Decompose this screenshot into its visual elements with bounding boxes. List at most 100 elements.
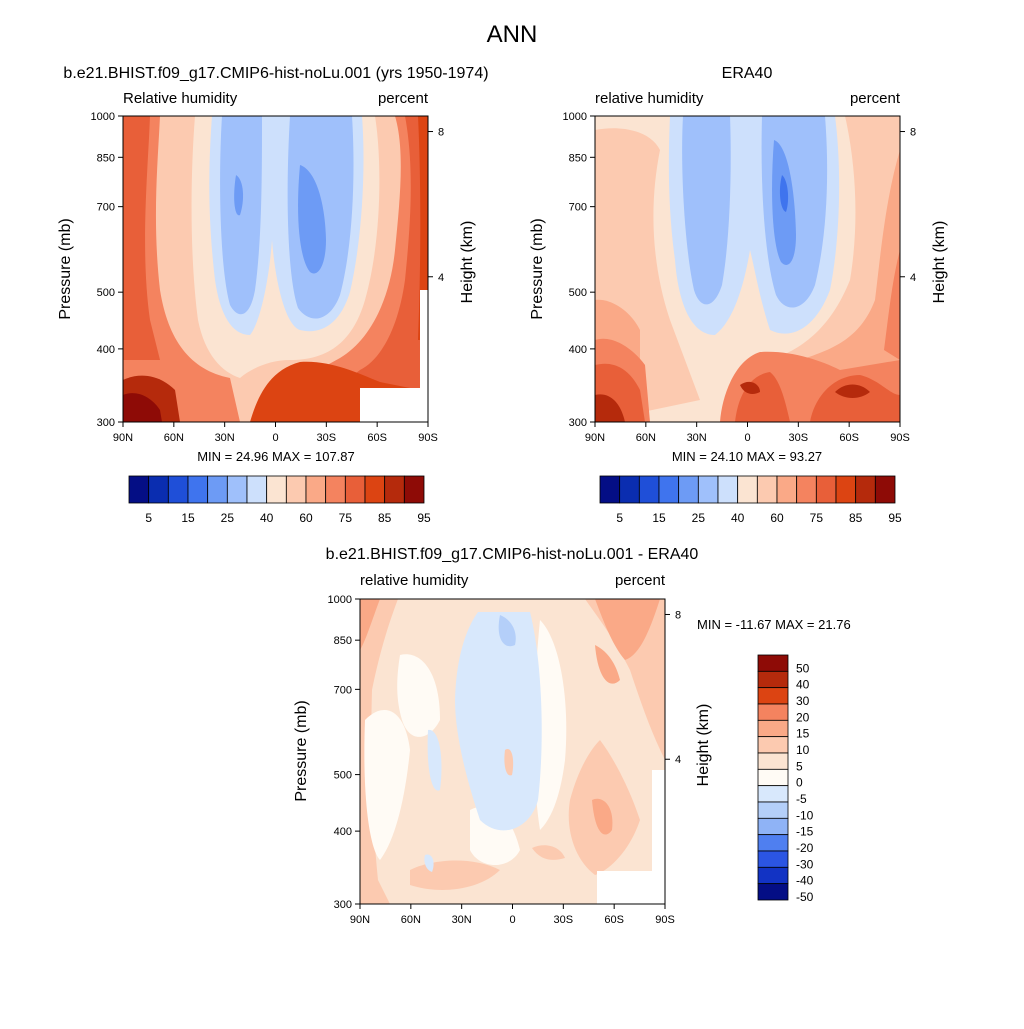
y-tick-label: 400 xyxy=(97,344,115,356)
colorbar-box xyxy=(344,475,366,504)
colorbar-label: -50 xyxy=(796,890,814,904)
colorbar-box xyxy=(266,475,287,504)
y-axis: 300 400 500 700 850 1000 xyxy=(328,594,360,911)
x-tick-label: 90S xyxy=(890,432,910,444)
contour-band xyxy=(364,710,410,860)
colorbar-box xyxy=(697,475,719,504)
y2-axis: 84 xyxy=(428,127,444,284)
colorbar-label: 40 xyxy=(260,511,274,525)
colorbar-label: 20 xyxy=(796,710,810,724)
contour-band xyxy=(360,599,380,650)
figure-main-title: ANN xyxy=(487,21,538,48)
y-tick-label: 850 xyxy=(97,152,115,164)
colorbar-label: 15 xyxy=(796,727,810,741)
colorbar-label: 75 xyxy=(810,511,824,525)
panel-left-string: Relative humidity xyxy=(123,90,238,107)
y2-tick-label: 4 xyxy=(675,754,681,766)
contour-band xyxy=(585,599,665,760)
contour-band xyxy=(534,620,567,830)
colorbar-box xyxy=(384,475,405,504)
y-tick-label: 300 xyxy=(334,899,352,911)
contour-field xyxy=(360,599,665,904)
colorbar-box xyxy=(757,752,789,770)
contour-band xyxy=(682,116,731,305)
missing-data xyxy=(360,388,420,422)
contour-band xyxy=(498,615,516,647)
missing-data xyxy=(652,770,665,904)
contour-band xyxy=(424,854,434,872)
y2-axis-label: Height (km) xyxy=(695,704,712,787)
colorbar-box xyxy=(757,736,789,754)
y-tick-label: 850 xyxy=(334,635,352,647)
colorbar-box xyxy=(756,475,778,504)
missing-data xyxy=(597,871,652,904)
colorbar-box xyxy=(757,670,789,689)
colorbar-box xyxy=(757,703,789,721)
colorbar-box xyxy=(599,475,621,504)
x-axis: 90N 60N 30N 0 30S 60S 90S xyxy=(585,422,910,444)
colorbar-box xyxy=(148,475,169,504)
y2-tick-label: 4 xyxy=(910,272,916,284)
panel-title: b.e21.BHIST.f09_g17.CMIP6-hist-noLu.001 … xyxy=(63,65,488,82)
y-tick-label: 1000 xyxy=(563,111,587,123)
contour-band xyxy=(427,729,442,791)
panel-left-string: relative humidity xyxy=(595,90,704,107)
y-tick-label: 400 xyxy=(334,826,352,838)
colorbar-label: 15 xyxy=(652,511,666,525)
contour-band xyxy=(595,645,620,684)
colorbar-box xyxy=(737,475,758,504)
panel-obs: ERA40 relative humidity percent 90N 60N xyxy=(529,65,948,525)
colorbar-box xyxy=(757,785,789,803)
colorbar-box xyxy=(207,475,228,504)
y-axis-label: Pressure (mb) xyxy=(293,700,310,801)
contour-band xyxy=(504,749,514,776)
colorbar-box xyxy=(757,719,789,738)
colorbar-label: 75 xyxy=(339,511,353,525)
x-tick-label: 30N xyxy=(687,432,707,444)
colorbar-box xyxy=(187,475,209,504)
colorbar-box xyxy=(638,475,660,504)
x-tick-label: 90N xyxy=(585,432,605,444)
colorbar-label: -5 xyxy=(796,792,807,806)
colorbar-label: 85 xyxy=(849,511,863,525)
contour-band xyxy=(595,394,625,422)
contour-field xyxy=(595,116,900,422)
y2-tick-label: 4 xyxy=(438,272,444,284)
contour-band xyxy=(884,250,900,360)
y-tick-label: 500 xyxy=(97,287,115,299)
colorbar-box xyxy=(757,817,789,836)
x-tick-label: 30N xyxy=(452,914,472,926)
y-axis-label: Pressure (mb) xyxy=(529,218,546,319)
colorbar-box xyxy=(757,866,789,885)
x-tick-label: 60N xyxy=(636,432,656,444)
colorbar-label: 0 xyxy=(796,776,803,790)
colorbar-box xyxy=(835,475,857,504)
y-tick-label: 1000 xyxy=(91,111,115,123)
colorbar-box xyxy=(776,475,798,504)
contour-band xyxy=(220,116,262,315)
colorbar-box xyxy=(757,801,789,819)
colorbar-box xyxy=(226,475,248,504)
colorbar-box xyxy=(128,475,150,504)
y-axis-label: Pressure (mb) xyxy=(57,218,74,319)
colorbar-box xyxy=(855,475,876,504)
colorbar-box xyxy=(717,475,739,504)
panel-right-string: percent xyxy=(850,90,901,107)
colorbar-box xyxy=(246,475,268,504)
x-tick-label: 0 xyxy=(744,432,750,444)
colorbar-label: 5 xyxy=(796,759,803,773)
y-tick-label: 400 xyxy=(569,344,587,356)
colorbar-label: -10 xyxy=(796,808,814,822)
min-max-stats: MIN = -11.67 MAX = 21.76 xyxy=(697,617,851,632)
contour-band xyxy=(595,599,660,660)
contour-band xyxy=(234,175,244,216)
colorbar-box xyxy=(757,654,789,672)
colorbar-box xyxy=(305,475,327,504)
contour-band xyxy=(810,375,900,422)
colorbar-label: 30 xyxy=(796,694,810,708)
colorbar-label: 15 xyxy=(181,511,195,525)
colorbar-box xyxy=(757,834,789,852)
colorbar-label: -15 xyxy=(796,825,814,839)
